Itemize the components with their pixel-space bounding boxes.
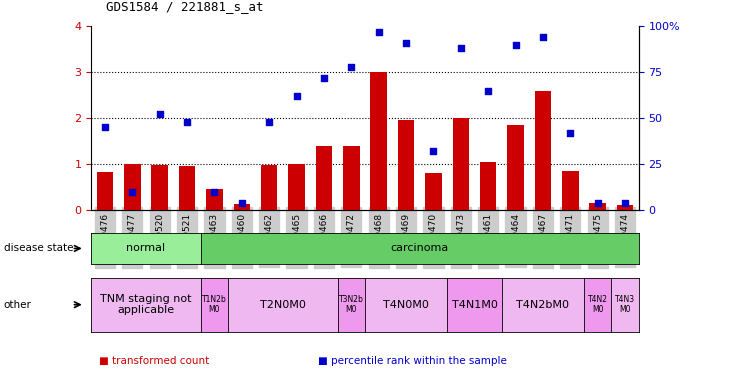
Point xyxy=(564,130,576,136)
Point xyxy=(428,148,439,154)
Point xyxy=(181,119,193,125)
Point xyxy=(318,75,330,81)
Point xyxy=(400,40,412,46)
Text: T4N3
M0: T4N3 M0 xyxy=(615,295,635,314)
Text: ■ percentile rank within the sample: ■ percentile rank within the sample xyxy=(318,356,507,366)
Text: GDS1584 / 221881_s_at: GDS1584 / 221881_s_at xyxy=(106,0,264,13)
Text: T4N0M0: T4N0M0 xyxy=(383,300,429,310)
Bar xyxy=(152,165,168,210)
Point xyxy=(236,200,247,206)
Point xyxy=(291,93,302,99)
Point xyxy=(373,29,385,35)
Bar xyxy=(480,162,496,210)
Bar xyxy=(124,164,140,210)
Bar xyxy=(96,172,113,210)
Bar xyxy=(617,206,633,210)
Text: T4N2bM0: T4N2bM0 xyxy=(516,300,569,310)
Bar xyxy=(534,91,551,210)
Bar xyxy=(453,118,469,210)
Point xyxy=(483,88,494,94)
Point xyxy=(455,45,466,51)
Text: T1N2b
M0: T1N2b M0 xyxy=(202,295,227,314)
Point xyxy=(510,42,521,48)
Bar xyxy=(261,165,277,210)
Text: other: other xyxy=(4,300,31,310)
Text: ■ transformed count: ■ transformed count xyxy=(99,356,209,366)
Text: disease state: disease state xyxy=(4,243,73,254)
Bar xyxy=(562,171,578,210)
Text: T4N2
M0: T4N2 M0 xyxy=(588,295,607,314)
Bar xyxy=(398,120,415,210)
Point xyxy=(592,200,604,206)
Point xyxy=(345,64,357,70)
Bar xyxy=(425,173,442,210)
Point xyxy=(209,189,220,195)
Point xyxy=(154,111,166,117)
Point xyxy=(619,200,631,206)
Bar xyxy=(370,72,387,210)
Text: T2N0M0: T2N0M0 xyxy=(260,300,306,310)
Text: carcinoma: carcinoma xyxy=(391,243,449,254)
Point xyxy=(99,124,111,130)
Point xyxy=(537,34,549,40)
Point xyxy=(264,119,275,125)
Text: normal: normal xyxy=(126,243,166,254)
Point xyxy=(126,189,138,195)
Bar xyxy=(288,164,305,210)
Text: TNM staging not
applicable: TNM staging not applicable xyxy=(100,294,192,315)
Text: T3N2b
M0: T3N2b M0 xyxy=(339,295,364,314)
Bar xyxy=(589,203,606,210)
Bar xyxy=(316,146,332,210)
Bar xyxy=(507,125,524,210)
Bar xyxy=(234,204,250,210)
Text: T4N1M0: T4N1M0 xyxy=(452,300,497,310)
Bar xyxy=(343,146,360,210)
Bar xyxy=(207,189,223,210)
Bar xyxy=(179,166,196,210)
